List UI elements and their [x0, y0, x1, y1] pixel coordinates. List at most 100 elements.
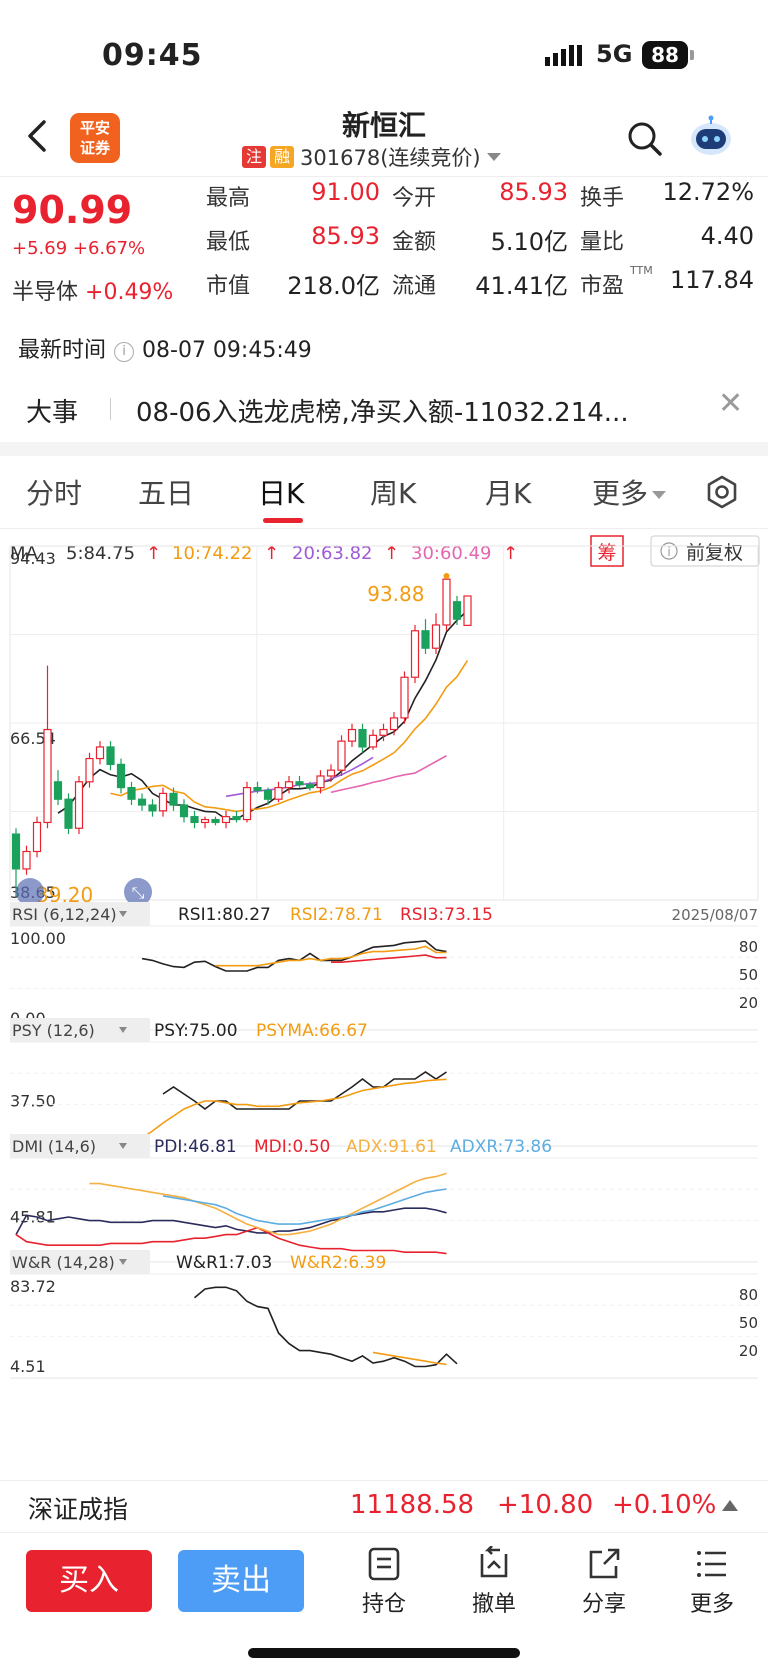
candle-body — [337, 740, 346, 771]
candle-body — [137, 798, 147, 806]
stock-name: 新恒汇 — [341, 109, 426, 142]
ma30-up-arrow: ↑ — [503, 543, 518, 564]
close-icon[interactable]: ✕ — [718, 386, 744, 421]
cancel-order-button[interactable]: 撤单 — [454, 1546, 534, 1618]
home-indicator — [248, 1648, 520, 1658]
panel-dmi-legend: MDI:0.50 — [254, 1137, 330, 1157]
expand-up-icon[interactable] — [722, 1500, 738, 1511]
panel-dmi-selector — [10, 1134, 150, 1158]
ma10-legend: 10:74.22 — [172, 543, 253, 564]
ma-line-ma10 — [110, 659, 469, 813]
panel-rsi-right-label: 50 — [739, 966, 758, 984]
panel-wr-indicator-name: W&R (14,28) — [12, 1253, 115, 1272]
battery-level: 88 — [642, 41, 688, 69]
settings-icon[interactable] — [704, 474, 740, 510]
candle-body — [11, 833, 21, 870]
tab-more[interactable]: 更多 — [592, 472, 667, 512]
tab-more-label: 更多 — [592, 477, 649, 510]
news-banner[interactable]: 大事 08-06入选龙虎榜,净买入额-11032.214... ✕ — [0, 376, 768, 442]
float-cap-label: 流通 — [392, 274, 437, 299]
divider — [0, 176, 768, 177]
panel-wr-legend: W&R2:6.39 — [290, 1253, 386, 1273]
stock-code-selector[interactable]: 注 融 301678(连续竞价) — [242, 142, 501, 172]
panel-dmi-caret-icon — [119, 1143, 127, 1149]
float-cap-value: 41.41亿 — [475, 272, 568, 300]
sector-change: +0.49% — [85, 280, 174, 305]
panel-rsi-legend: RSI3:73.15 — [400, 905, 493, 925]
news-text[interactable]: 08-06入选龙虎榜,净买入额-11032.214... — [136, 398, 629, 428]
dropdown-caret-icon — [486, 153, 501, 161]
panel-rsi-legend: RSI2:78.71 — [290, 905, 383, 925]
candle-body — [368, 734, 378, 748]
candle-body — [295, 781, 304, 786]
more-label: 更多 — [689, 1592, 734, 1617]
tab-intraday[interactable]: 分时 — [26, 477, 83, 510]
candle-body — [400, 676, 409, 719]
divider — [0, 1480, 768, 1481]
active-tab-indicator — [263, 518, 303, 523]
index-change: +10.80 — [497, 1490, 594, 1520]
adjust-mode-label: 前复权 — [686, 542, 743, 564]
panel-wr-caret-icon — [119, 1259, 127, 1265]
candle-body — [127, 787, 136, 800]
registration-tag: 注 — [242, 146, 267, 168]
sector-info[interactable]: 半导体 +0.49% — [12, 274, 173, 306]
news-separator — [110, 398, 111, 420]
panel-rsi-ylabel-top: 100.00 — [10, 929, 66, 948]
stock-header: 平安 证券 新恒汇 注 融 301678(连续竞价) — [0, 100, 768, 178]
open-value: 85.93 — [499, 178, 568, 206]
panel-psy-indicator-name: PSY (12,6) — [12, 1021, 95, 1040]
fullscreen-button — [124, 878, 152, 906]
positions-button[interactable]: 持仓 — [344, 1546, 424, 1618]
panel-wr-line-wr2 — [372, 1351, 447, 1366]
ma20-up-arrow: ↑ — [384, 543, 399, 564]
zoom-out-button — [16, 878, 44, 906]
panel-psy-ylabel: 37.50 — [10, 1091, 56, 1110]
y-axis-label-top: 94.43 — [10, 549, 56, 568]
panel-wr-right-label: 20 — [739, 1342, 758, 1360]
tab-monthly-k[interactable]: 月K — [485, 477, 532, 510]
panel-wr-right-label: 80 — [739, 1286, 758, 1304]
candle-body — [431, 624, 441, 649]
volume-ratio-value: 4.40 — [700, 222, 754, 250]
more-button[interactable]: 更多 — [672, 1546, 752, 1618]
panel-wr-selector — [10, 1250, 150, 1274]
panel-psy-line-psy — [162, 1071, 447, 1111]
back-arrow-icon[interactable] — [24, 116, 54, 156]
kline-chart-area[interactable]: MA 5:84.75 ↑ 10:74.22 ↑ 20:63.82 ↑ 30:60.49 ↑ 筹 i 前… — [0, 530, 768, 1480]
buy-button[interactable]: 买入 — [26, 1550, 152, 1612]
search-icon[interactable] — [624, 118, 664, 158]
panel-dmi-indicator-name: DMI (14,6) — [12, 1137, 96, 1156]
candle-body — [85, 757, 94, 783]
amount-value: 5.10亿 — [490, 228, 568, 256]
share-button[interactable]: 分享 — [564, 1546, 644, 1618]
panel-wr-legend: W&R1:7.03 — [176, 1253, 272, 1273]
stock-code: 301678(连续竞价) — [300, 146, 481, 170]
tab-weekly-k[interactable]: 周K — [370, 477, 417, 510]
ma5-up-arrow: ↑ — [146, 543, 161, 564]
sell-button[interactable]: 卖出 — [178, 1550, 304, 1612]
high-price-annotation: 93.88 — [367, 582, 424, 606]
index-ticker[interactable]: 深证成指 11188.58 +10.80 +0.10% — [0, 1480, 768, 1532]
low-label: 最低 — [206, 230, 251, 255]
panel-dmi-legend: ADXR:73.86 — [450, 1137, 552, 1157]
tab-five-day[interactable]: 五日 — [138, 477, 195, 510]
panel-rsi-indicator-name: RSI (6,12,24) — [12, 905, 117, 924]
x-axis-end-date: 2025/08/07 — [672, 906, 758, 924]
candle-body — [263, 789, 273, 800]
latest-time-value: 08-07 09:45:49 — [142, 338, 312, 363]
panel-wr-line-wr1 — [193, 1286, 458, 1368]
info-icon-glyph: i — [667, 545, 670, 559]
candle-body — [442, 578, 451, 626]
candle-body — [284, 781, 294, 789]
info-icon[interactable]: i — [114, 342, 135, 362]
news-label: 大事 — [26, 398, 79, 428]
panel-rsi-right-label: 80 — [739, 938, 758, 956]
chip-distribution-label: 筹 — [597, 542, 616, 564]
ai-assistant-icon[interactable] — [688, 114, 734, 160]
panel-psy-legend: PSY:75.00 — [154, 1021, 238, 1041]
panel-dmi-line-adx — [89, 1172, 447, 1236]
adjust-mode-button — [650, 535, 760, 567]
panel-wr-ylabel-top: 83.72 — [10, 1277, 56, 1296]
tab-daily-k[interactable]: 日K — [258, 477, 305, 510]
